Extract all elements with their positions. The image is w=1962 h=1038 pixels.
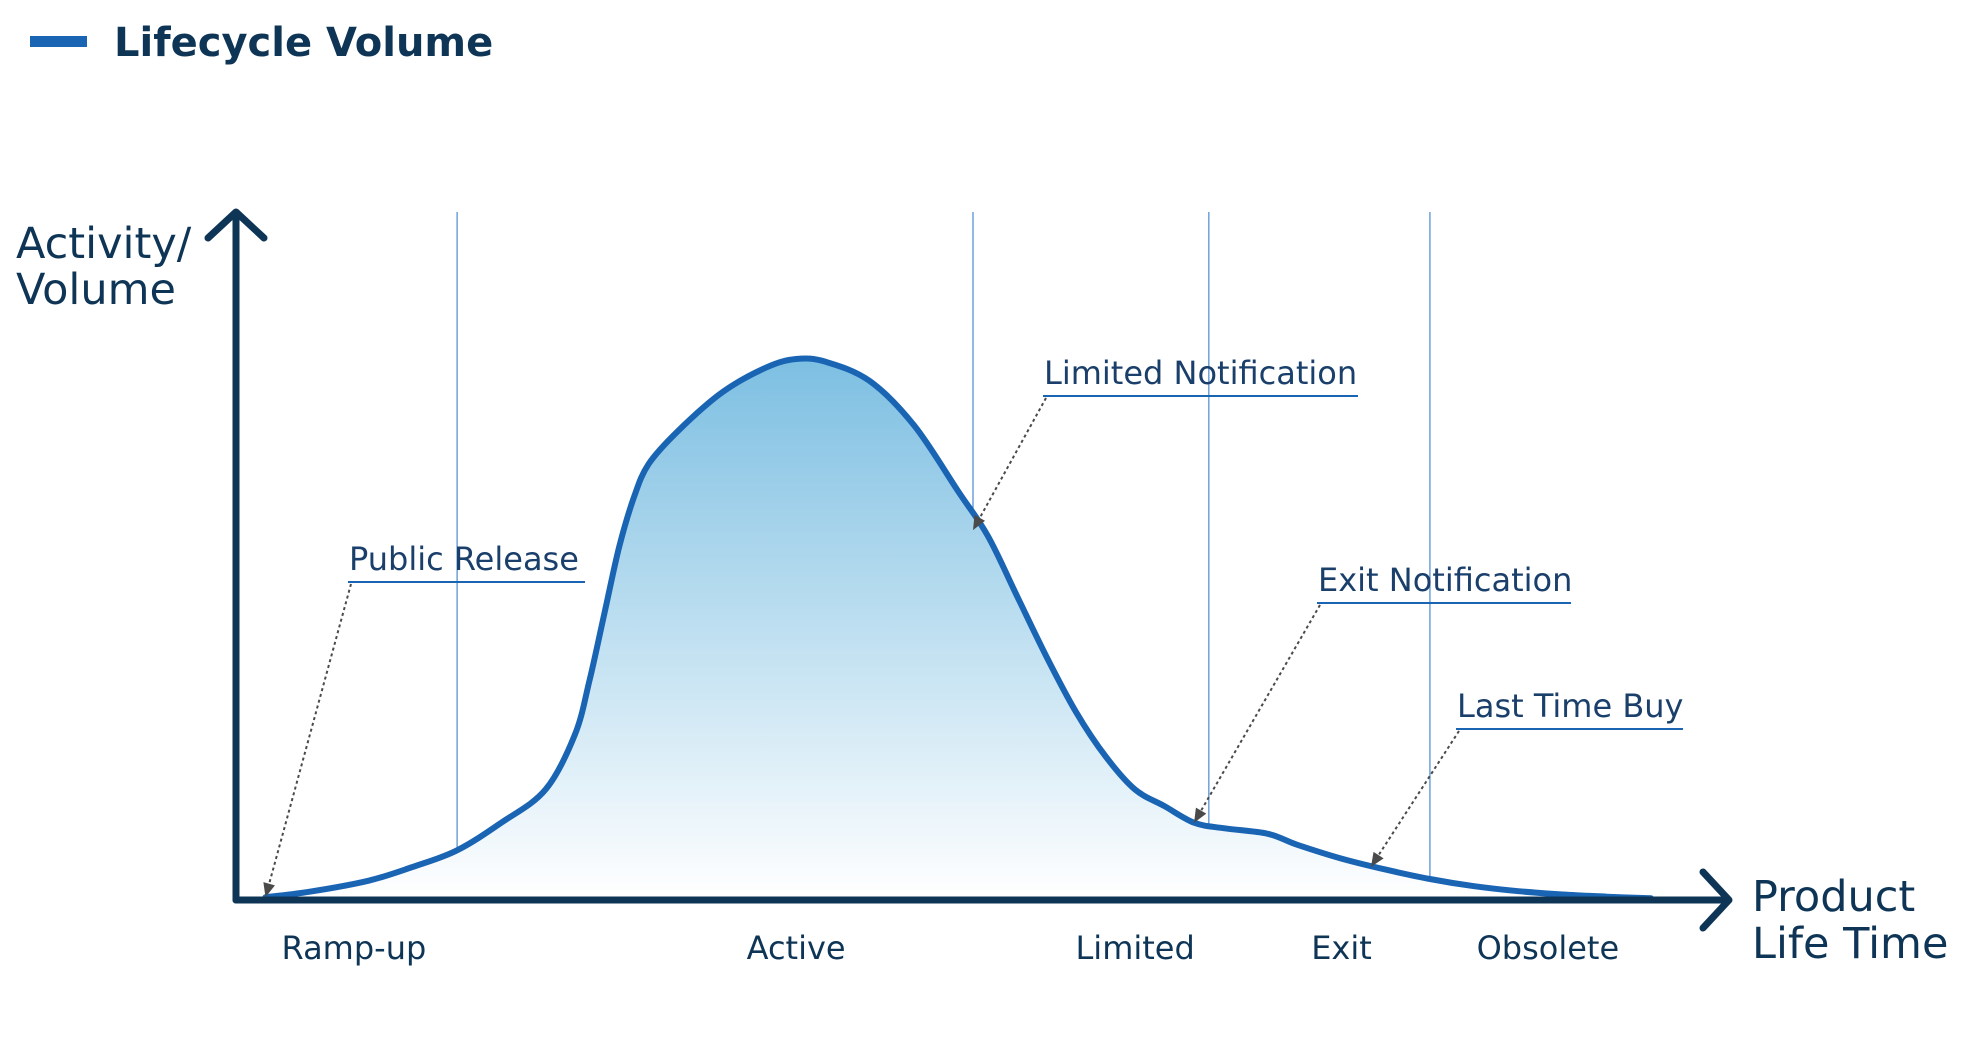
series-line	[262, 355, 1654, 902]
annotation-leader	[268, 583, 352, 884]
annotation-arrowhead	[263, 882, 275, 898]
legend-label: Lifecycle Volume	[114, 20, 493, 66]
annotation-leader	[1200, 604, 1321, 812]
annotation-arrowhead	[973, 515, 986, 531]
annotation-leader	[978, 397, 1047, 519]
area-fill	[265, 358, 1652, 900]
axes	[204, 208, 1733, 932]
y-axis-title-line1: Activity/	[16, 219, 192, 269]
annotation-label: Last Time Buy	[1457, 687, 1683, 725]
phase-label: Ramp-up	[282, 929, 427, 967]
phase-label: Limited	[1075, 929, 1194, 967]
annotation-arrowhead	[1194, 807, 1207, 823]
annotation-arrowhead	[1370, 851, 1384, 867]
phase-label: Obsolete	[1477, 929, 1620, 967]
legend: Lifecycle Volume	[30, 20, 493, 66]
annotation-leader	[1377, 730, 1460, 856]
x-axis-arrowhead	[1699, 868, 1733, 932]
phase-labels: Ramp-up Active Limited Exit Obsolete	[282, 929, 1620, 967]
annotation-label: Exit Notification	[1318, 561, 1572, 599]
annotation-label: Public Release	[349, 540, 579, 578]
x-axis-title-line1: Product	[1752, 872, 1915, 922]
y-axis-title-line2: Volume	[16, 265, 176, 315]
legend-swatch	[30, 36, 87, 47]
y-axis-arrowhead	[204, 208, 268, 242]
annotation-label: Limited Notification	[1044, 354, 1357, 392]
phase-label: Exit	[1311, 929, 1372, 967]
x-axis-title-line2: Life Time	[1752, 919, 1948, 969]
phase-label: Active	[747, 929, 846, 967]
annotations: Public Release Limited Notification Exit N…	[263, 354, 1683, 898]
plot-area	[262, 355, 1654, 902]
